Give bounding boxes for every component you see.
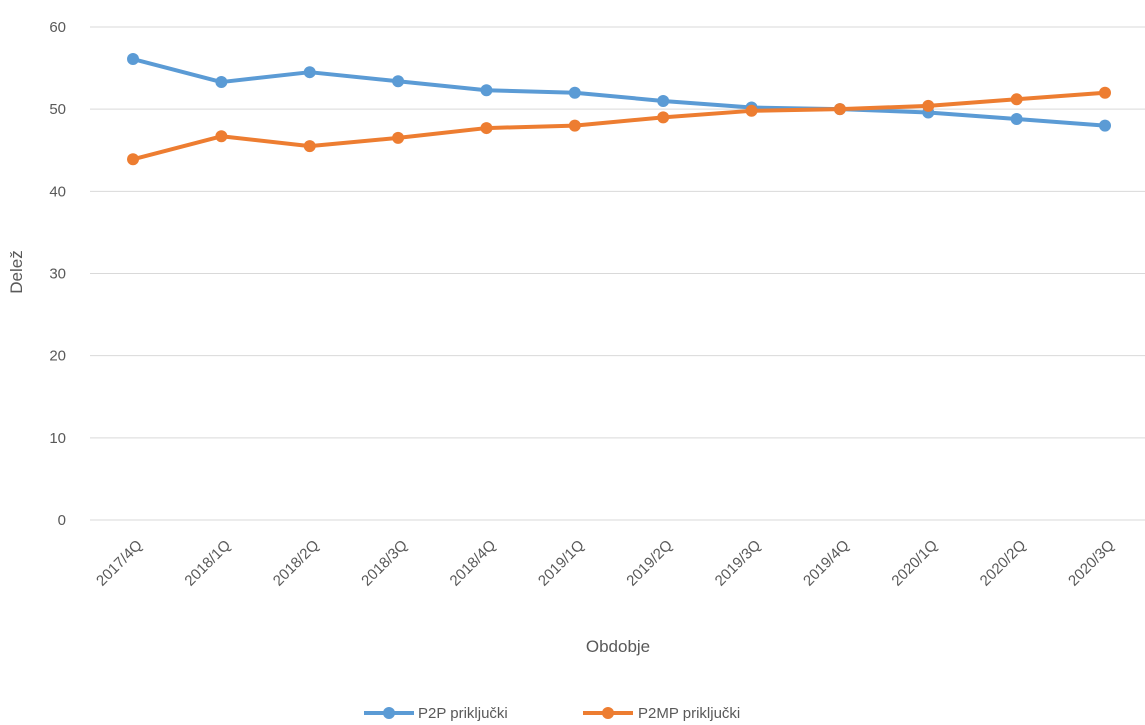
data-point [1099, 119, 1111, 132]
legend-swatch-marker [383, 707, 395, 719]
y-tick-label: 0 [58, 512, 66, 529]
y-tick-label: 40 [49, 183, 66, 200]
y-tick-label: 30 [49, 266, 66, 283]
series-lines [127, 53, 1111, 166]
x-tick-label: 2019/2Q [623, 537, 676, 590]
data-point [745, 104, 758, 117]
data-point [480, 122, 493, 135]
x-tick-label: 2018/4Q [447, 537, 500, 590]
y-tick-label: 20 [49, 348, 66, 365]
data-point [392, 75, 405, 88]
data-point [1099, 86, 1111, 99]
x-tick-label: 2017/4Q [93, 537, 146, 590]
legend: P2P priključki P2MP priključki [364, 705, 740, 722]
x-axis-ticks: 2017/4Q 2018/1Q 2018/2Q 2018/3Q 2018/4Q 2019/… [93, 537, 1118, 590]
y-tick-label: 10 [49, 430, 66, 447]
legend-label: P2MP priključki [638, 705, 740, 722]
x-tick-label: 2018/2Q [270, 537, 323, 590]
data-point [215, 130, 228, 143]
y-tick-label: 60 [49, 19, 66, 36]
series-2 [127, 86, 1111, 166]
x-tick-label: 2020/2Q [977, 537, 1030, 590]
data-point [303, 66, 316, 79]
x-tick-label: 2018/3Q [358, 537, 411, 590]
data-point [657, 111, 670, 124]
legend-item: P2MP priključki [583, 705, 740, 722]
y-tick-label: 50 [49, 101, 66, 118]
legend-item: P2P priključki [364, 705, 508, 722]
x-tick-label: 2020/1Q [888, 537, 941, 590]
data-point [1010, 113, 1023, 126]
legend-swatch-marker [602, 707, 614, 719]
data-point [127, 153, 139, 166]
legend-label: P2P priključki [418, 705, 508, 722]
gridlines [90, 26, 1145, 521]
data-point [480, 84, 493, 97]
x-tick-label: 2018/1Q [181, 537, 234, 590]
y-axis-ticks: 0 10 20 30 40 50 60 [49, 19, 66, 529]
data-point [303, 140, 316, 153]
x-tick-label: 2020/3Q [1065, 537, 1118, 590]
x-tick-label: 2019/1Q [535, 537, 588, 590]
x-tick-label: 2019/4Q [800, 537, 853, 590]
x-axis-title: Obdobje [586, 637, 650, 656]
data-point [568, 86, 581, 99]
data-point [127, 53, 139, 66]
data-point [922, 99, 935, 112]
series-line [131, 90, 1107, 162]
data-point [392, 131, 405, 144]
data-point [833, 103, 846, 116]
data-point [568, 119, 581, 132]
data-point [215, 76, 228, 89]
data-point [657, 94, 670, 107]
data-point [1010, 93, 1023, 106]
x-tick-label: 2019/3Q [712, 537, 765, 590]
y-axis-title: Delež [7, 250, 26, 293]
series-line [131, 57, 1107, 128]
